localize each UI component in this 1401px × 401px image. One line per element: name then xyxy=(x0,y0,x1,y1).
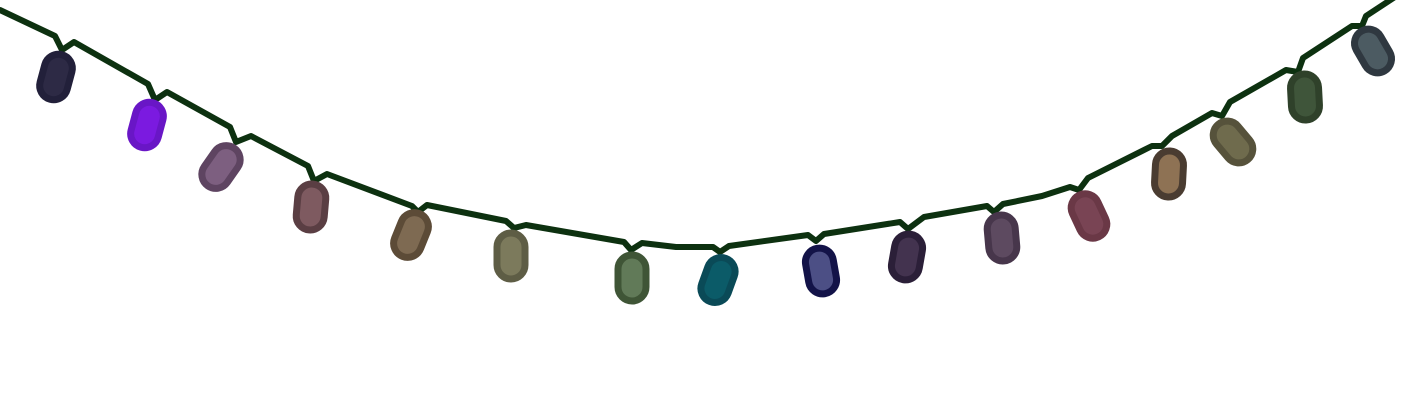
bulb-13 xyxy=(1151,147,1187,201)
bulb-16 xyxy=(1351,25,1395,77)
light-string-wire xyxy=(0,0,1396,255)
bulb-6 xyxy=(493,229,529,283)
bulb-15 xyxy=(1287,70,1323,124)
bulb-12 xyxy=(1067,190,1111,242)
bulb-5 xyxy=(390,209,432,261)
bulb-2 xyxy=(127,98,167,152)
bulb-10 xyxy=(887,230,927,284)
bulb-7 xyxy=(614,251,650,305)
bulb-8 xyxy=(697,254,739,306)
bulb-1 xyxy=(36,50,76,104)
bulb-9 xyxy=(801,244,841,298)
bulb-11 xyxy=(983,211,1021,265)
bulb-4 xyxy=(292,180,330,234)
wire-group xyxy=(0,0,1396,255)
bulb-group xyxy=(36,25,1395,306)
bulb-14 xyxy=(1209,117,1257,167)
bulb-3 xyxy=(198,142,244,192)
